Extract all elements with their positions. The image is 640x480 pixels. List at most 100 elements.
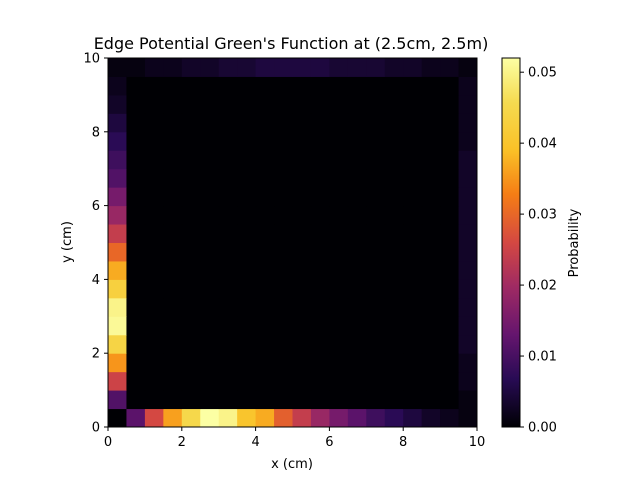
heatmap-cell xyxy=(347,353,367,373)
heatmap-cell xyxy=(329,353,349,373)
heatmap-cell xyxy=(384,297,404,317)
heatmap-cell xyxy=(108,390,127,410)
heatmap-cell xyxy=(347,224,367,243)
heatmap-cell xyxy=(108,131,127,151)
heatmap-cell xyxy=(181,113,201,133)
y-axis-label: y (cm) xyxy=(60,221,75,263)
heatmap-cell xyxy=(200,334,220,354)
heatmap-cell xyxy=(347,316,367,336)
heatmap-cell xyxy=(421,260,441,280)
heatmap-cell xyxy=(200,224,220,243)
heatmap-cell xyxy=(458,371,478,391)
heatmap-cell xyxy=(274,297,293,317)
heatmap-cell xyxy=(218,408,238,428)
heatmap-cell xyxy=(126,94,146,114)
heatmap-cell xyxy=(292,168,312,188)
heatmap-cell xyxy=(421,297,441,317)
heatmap-cell xyxy=(255,334,275,354)
heatmap-cell xyxy=(292,316,312,336)
heatmap-cell xyxy=(200,150,220,170)
heatmap-cell xyxy=(366,390,386,410)
heatmap-cell xyxy=(347,390,367,410)
heatmap-cell xyxy=(403,76,423,96)
heatmap-cell xyxy=(237,316,257,336)
colorbar xyxy=(501,57,521,428)
heatmap-cell xyxy=(181,187,201,207)
heatmap-cell xyxy=(218,224,238,243)
heatmap-cell xyxy=(144,76,164,96)
heatmap-cell xyxy=(163,316,183,336)
heatmap-cell xyxy=(458,168,478,188)
colorbar-label: Probability xyxy=(567,208,582,277)
heatmap-cell xyxy=(108,113,127,133)
y-axis-ticks: 0 2 4 6 8 10 xyxy=(83,52,108,436)
heatmap-cell xyxy=(384,260,404,280)
heatmap-cell xyxy=(421,353,441,373)
heatmap-cell xyxy=(126,168,146,188)
heatmap-cell xyxy=(384,390,404,410)
heatmap-cell xyxy=(366,168,386,188)
heatmap-cell xyxy=(292,279,312,299)
heatmap-cell xyxy=(458,58,478,77)
heatmap-cell xyxy=(218,113,238,133)
y-tick-label: 10 xyxy=(83,52,100,67)
heatmap-cell xyxy=(200,242,220,262)
heatmap-cell xyxy=(366,297,386,317)
heatmap-cell xyxy=(440,94,460,114)
heatmap-cell xyxy=(163,408,183,428)
heatmap-cell xyxy=(366,131,386,151)
heatmap-cell xyxy=(421,58,441,77)
heatmap-cell xyxy=(384,353,404,373)
heatmap-cell xyxy=(310,279,330,299)
heatmap-cell xyxy=(458,279,478,299)
heatmap-cell xyxy=(181,58,201,77)
heatmap-cell xyxy=(144,242,164,262)
heatmap-cell xyxy=(163,205,183,225)
heatmap-cell xyxy=(181,279,201,299)
heatmap-cell xyxy=(403,94,423,114)
heatmap-cell xyxy=(255,131,275,151)
heatmap-cell xyxy=(440,353,460,373)
heatmap-cell xyxy=(384,58,404,77)
heatmap-cell xyxy=(421,113,441,133)
heatmap-cell xyxy=(329,316,349,336)
heatmap-cell xyxy=(126,260,146,280)
heatmap-cell xyxy=(403,279,423,299)
heatmap-cell xyxy=(255,242,275,262)
heatmap-cell xyxy=(329,408,349,428)
heatmap-cell xyxy=(292,131,312,151)
heatmap-cell xyxy=(310,334,330,354)
heatmap-cell xyxy=(366,224,386,243)
heatmap-cell xyxy=(163,76,183,96)
y-tick-label: 4 xyxy=(92,273,100,288)
heatmap-cell xyxy=(384,334,404,354)
heatmap-cell xyxy=(403,150,423,170)
heatmap-cell xyxy=(108,334,127,354)
heatmap-cell xyxy=(403,242,423,262)
heatmap-cell xyxy=(274,353,293,373)
heatmap-cell xyxy=(237,371,257,391)
heatmap-cell xyxy=(218,205,238,225)
heatmap-cell xyxy=(126,334,146,354)
heatmap-cell xyxy=(126,58,146,77)
heatmap-cell xyxy=(237,334,257,354)
heatmap-cell xyxy=(237,58,257,77)
heatmap-cell xyxy=(200,297,220,317)
heatmap-cell xyxy=(181,408,201,428)
heatmap-cell xyxy=(329,205,349,225)
heatmap-cell xyxy=(163,390,183,410)
heatmap-cell xyxy=(163,131,183,151)
heatmap-cell xyxy=(255,113,275,133)
plot-frame xyxy=(107,57,478,428)
heatmap-cell xyxy=(440,242,460,262)
heatmap-cell xyxy=(366,150,386,170)
heatmap-cell xyxy=(108,205,127,225)
heatmap-cell xyxy=(329,279,349,299)
heatmap-cell xyxy=(126,131,146,151)
heatmap-cell xyxy=(237,353,257,373)
heatmap-cell xyxy=(108,353,127,373)
heatmap-cell xyxy=(329,242,349,262)
x-tick-label: 6 xyxy=(325,435,333,450)
heatmap-cell xyxy=(181,150,201,170)
